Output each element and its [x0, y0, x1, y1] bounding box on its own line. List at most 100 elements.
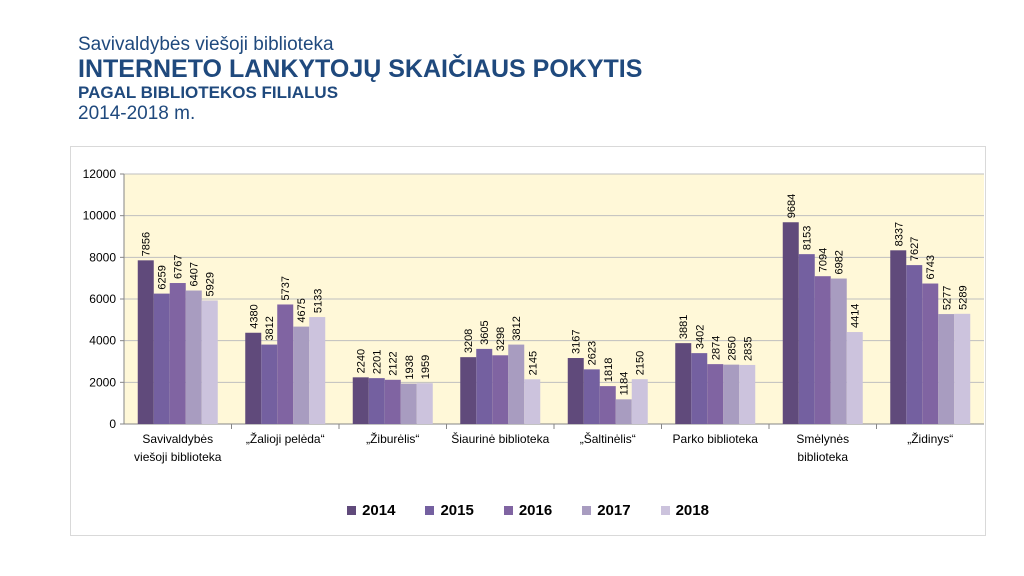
data-label: 8153 — [802, 226, 814, 250]
data-label: 6982 — [834, 250, 846, 274]
y-tick-label: 10000 — [83, 209, 117, 223]
data-label: 2145 — [527, 351, 539, 375]
data-label: 5277 — [941, 286, 953, 310]
bar — [137, 260, 154, 424]
data-label: 5929 — [205, 272, 217, 296]
x-tick-label: Savivaldybės — [142, 432, 213, 446]
bar — [245, 332, 262, 424]
period-label: 2014-2018 m. — [78, 103, 196, 124]
data-label: 8337 — [893, 222, 905, 246]
bar — [309, 317, 326, 424]
bar — [938, 314, 955, 424]
data-label: 3402 — [694, 325, 706, 349]
bar — [416, 383, 433, 424]
legend-swatch — [425, 506, 435, 515]
data-label: 7856 — [141, 232, 153, 256]
bar — [293, 326, 310, 424]
data-label: 2623 — [587, 341, 599, 365]
x-tick-label: Šiaurinė biblioteka — [451, 431, 549, 446]
bar — [261, 344, 278, 424]
bar — [906, 265, 923, 424]
data-label: 6259 — [157, 265, 169, 289]
bar — [153, 293, 170, 424]
data-label: 2240 — [356, 349, 368, 373]
chart-legend: 2014 2015 2016 2017 2018 — [71, 502, 985, 519]
y-tick-label: 2000 — [89, 375, 116, 389]
bar — [798, 254, 815, 424]
data-label: 3812 — [264, 316, 276, 340]
bar — [508, 344, 525, 424]
data-label: 6743 — [925, 255, 937, 279]
y-tick-label: 8000 — [89, 250, 116, 264]
bar — [476, 348, 493, 424]
legend-label: 2016 — [518, 502, 553, 519]
bar — [675, 343, 692, 424]
data-label: 2874 — [710, 336, 722, 360]
bar — [169, 283, 186, 424]
y-tick-label: 0 — [109, 417, 116, 431]
bar — [631, 379, 648, 424]
bar — [492, 355, 509, 424]
x-tick-label: „Žalioji pelėda“ — [246, 431, 325, 446]
data-label: 7627 — [909, 237, 921, 261]
data-label: 2835 — [742, 336, 754, 360]
bar — [723, 364, 740, 424]
legend-swatch — [660, 506, 670, 515]
legend-swatch — [503, 506, 513, 515]
legend-item: 2018 — [660, 502, 709, 519]
legend-label: 2014 — [362, 502, 396, 519]
bar — [615, 399, 632, 424]
data-label: 2150 — [635, 351, 647, 375]
bar-chart: 0 2000 4000 6000 8000 10000 12000 7856 6259 6767 6… — [83, 167, 984, 464]
bar — [782, 222, 799, 424]
x-tick-label: biblioteka — [797, 450, 848, 464]
data-label: 4380 — [248, 304, 260, 328]
bar — [691, 353, 708, 424]
bar — [460, 357, 477, 424]
x-tick-label: „Šaltinėlis“ — [580, 431, 636, 446]
data-label: 6767 — [173, 255, 185, 279]
bar — [185, 290, 202, 424]
data-label: 3208 — [463, 329, 475, 353]
bar — [567, 358, 584, 424]
bar — [277, 304, 294, 424]
bar — [707, 364, 724, 424]
y-tick-label: 12000 — [83, 167, 117, 181]
y-tick-label: 4000 — [89, 334, 116, 348]
y-tick-label: 6000 — [89, 292, 116, 306]
bar — [524, 379, 541, 424]
legend-item: 2016 — [503, 502, 553, 519]
bar — [739, 364, 756, 424]
data-label: 1959 — [420, 355, 432, 379]
data-label: 4675 — [296, 298, 308, 322]
legend-item: 2017 — [582, 502, 631, 519]
data-label: 4414 — [850, 304, 862, 328]
bar — [400, 383, 417, 424]
bar — [922, 283, 939, 424]
legend-swatch — [582, 506, 592, 515]
data-label: 3167 — [571, 330, 583, 354]
x-tick-label: Smėlynės — [796, 432, 849, 446]
data-label: 2201 — [372, 350, 384, 374]
page-subtitle: PAGAL BIBLIOTEKOS FILIALUS — [78, 83, 339, 102]
data-label: 9684 — [786, 194, 798, 218]
data-label: 1184 — [619, 372, 631, 396]
legend-label: 2015 — [440, 502, 474, 519]
bar — [384, 379, 401, 424]
bar — [583, 369, 600, 424]
data-label: 1818 — [603, 358, 615, 382]
chart-area: 0 2000 4000 6000 8000 10000 12000 7856 6259 6767 6… — [70, 146, 986, 536]
x-tick-label: „Žiburėlis“ — [366, 431, 419, 446]
data-label: 3881 — [678, 315, 690, 339]
bar — [814, 276, 831, 424]
bar — [846, 332, 863, 424]
header: Savivaldybės viešoji biblioteka INTERNET… — [78, 34, 642, 125]
data-label: 5133 — [312, 289, 324, 313]
data-label: 6407 — [189, 262, 201, 286]
bar — [954, 313, 971, 424]
bar — [368, 378, 385, 424]
legend-label: 2017 — [597, 502, 631, 519]
data-label: 3298 — [495, 327, 507, 351]
bar — [201, 300, 218, 424]
legend-label: 2018 — [675, 502, 709, 519]
